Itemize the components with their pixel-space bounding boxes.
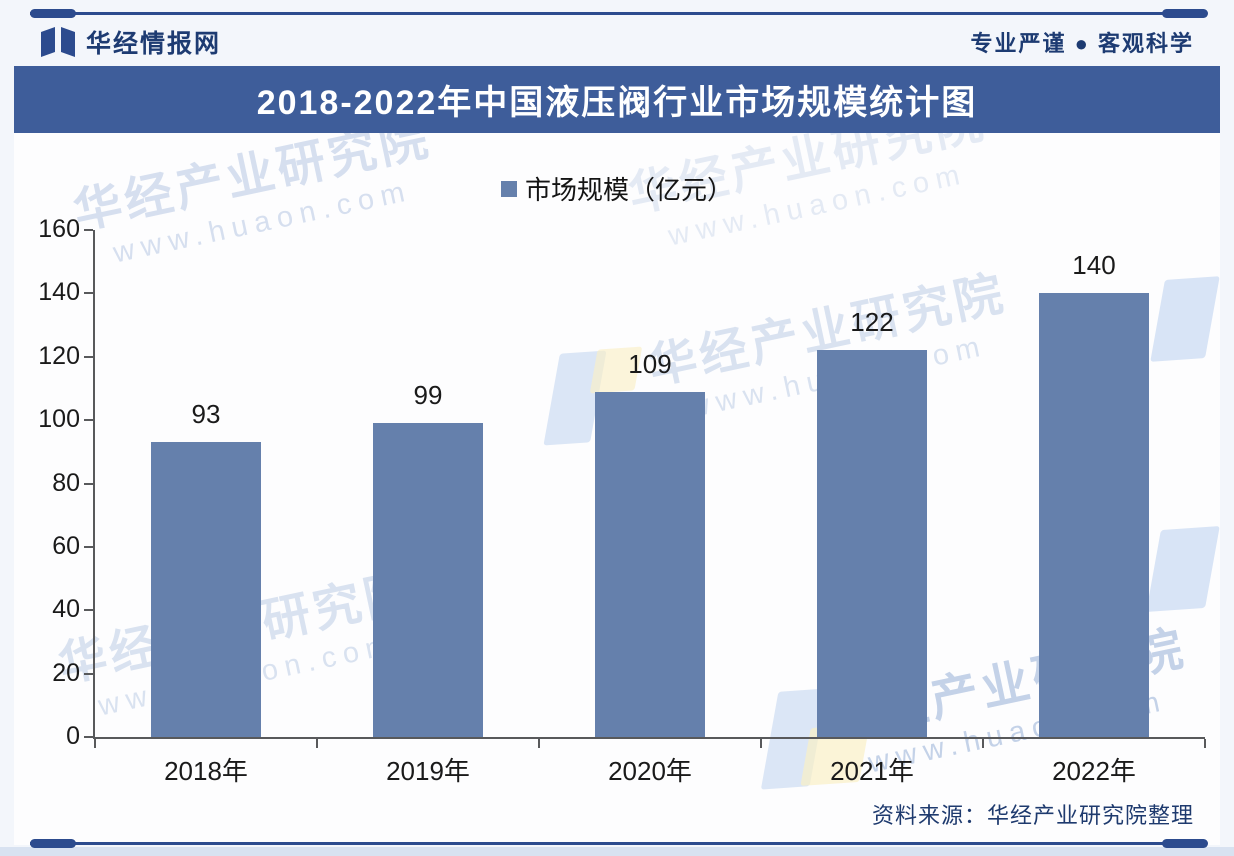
bar-value-label: 122: [850, 307, 894, 338]
legend-label: 市场规模（亿元）: [524, 175, 733, 205]
source-note: 资料来源：华经产业研究院整理: [871, 803, 1194, 828]
x-axis-label: 2021年: [830, 756, 914, 786]
divider-cap-right: [1162, 839, 1208, 848]
divider-cap-left: [30, 9, 76, 18]
y-axis-label: 20: [52, 658, 80, 687]
x-axis-tick: [982, 739, 984, 748]
bar-chart-plot-area: 0 20 40 60 80 100 120 140 160 93 2018年 99 2019年 109 20…: [38, 215, 1206, 786]
brand-logo-icon: [41, 27, 75, 57]
y-axis-tick: [84, 229, 93, 231]
x-axis-tick: [760, 739, 762, 748]
chart-title-banner: 2018-2022年中国液压阀行业市场规模统计图: [14, 66, 1220, 133]
y-axis-tick: [84, 609, 93, 612]
y-axis-line: [93, 230, 95, 739]
y-axis-tick: [84, 419, 93, 422]
legend-marker: [500, 180, 517, 197]
x-axis-tick: [1204, 739, 1206, 748]
y-axis-label: 80: [52, 468, 80, 497]
y-axis-label: 60: [52, 531, 80, 560]
divider-cap-left: [30, 839, 76, 848]
bottom-strip: [0, 847, 1234, 856]
x-axis-label: 2018年: [164, 756, 248, 786]
bar-value-label: 140: [1072, 250, 1116, 281]
bar-2021年: [817, 350, 927, 737]
bar-2022年: [1039, 293, 1149, 737]
x-axis-label: 2020年: [608, 756, 692, 786]
y-axis-tick: [84, 545, 93, 548]
y-axis-label: 160: [38, 215, 80, 243]
y-axis-label: 120: [38, 341, 80, 370]
y-axis-tick: [84, 292, 93, 295]
bar-2019年: [373, 423, 483, 737]
x-axis-tick: [94, 739, 96, 748]
x-axis-tick: [538, 739, 540, 748]
bar-value-label: 99: [413, 380, 443, 411]
x-axis-line: [93, 737, 1205, 739]
brand: 华经情报网: [40, 24, 221, 60]
y-axis-tick: [84, 482, 93, 485]
bar-value-label: 93: [191, 399, 221, 430]
x-axis-tick: [316, 739, 318, 748]
y-axis-tick: [84, 672, 93, 675]
bar-value-label: 109: [628, 348, 672, 379]
x-axis-label: 2022年: [1052, 756, 1136, 786]
bottom-divider: [30, 839, 1208, 848]
x-axis-label: 2019年: [386, 756, 470, 786]
y-axis-label: 40: [52, 595, 80, 624]
brand-name: 华经情报网: [86, 30, 222, 58]
y-axis-tick: [84, 736, 93, 738]
top-divider: [30, 9, 1208, 18]
header-slogan: 专业严谨 ● 客观科学: [970, 31, 1194, 56]
bar-2018年: [151, 442, 261, 737]
divider-cap-right: [1162, 9, 1208, 18]
y-axis-label: 0: [66, 722, 80, 750]
chart-title: 2018-2022年中国液压阀行业市场规模统计图: [256, 84, 978, 122]
y-axis-label: 140: [38, 278, 80, 307]
bar-2020年: [595, 391, 705, 737]
legend: 市场规模（亿元）: [0, 170, 1234, 207]
header: 华经情报网 专业严谨 ● 客观科学: [40, 24, 1194, 60]
y-axis-tick: [84, 355, 93, 358]
y-axis-label: 100: [38, 405, 80, 434]
